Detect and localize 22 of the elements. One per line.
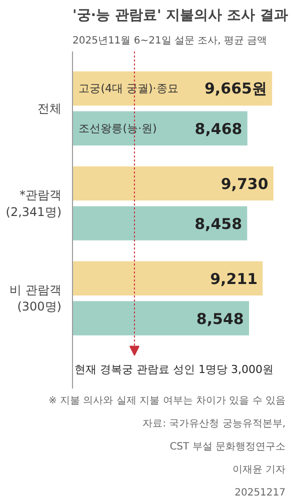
y-tick-label: *관람객 (2,341명) (6, 188, 62, 219)
data-label: 9,730 (220, 174, 268, 193)
legend-label: 현재 경복궁 관람료 성인 1명당 3,000원 (74, 363, 274, 376)
bar (72, 261, 263, 296)
bar (72, 206, 248, 240)
data-label: 9,211 (210, 270, 258, 288)
y-tick-label: 비 관람객 (300명) (10, 282, 62, 314)
data-label: 8,468 (194, 120, 242, 138)
text: 이재윤 기자 (232, 464, 286, 476)
y-tick-label: 전체 (38, 101, 62, 116)
series-label: 조선왕릉(능·원) (78, 122, 157, 135)
bar (72, 301, 250, 336)
bar (72, 166, 274, 201)
chart-title: '궁·능 관람료' 지불의사 조사 결과 (72, 8, 288, 24)
text: 자료: 국가유산청 궁능유적본부, CST 부설 문화행정연구소 (142, 418, 286, 452)
series-label: 고궁(4대 궁궐)·종묘 (78, 82, 178, 96)
data-label: 8,548 (196, 310, 244, 328)
chart-subtitle: 2025년11월 6~21일 설문 조사, 평균 금액 (72, 36, 268, 46)
data-label: 8,458 (194, 214, 242, 233)
data-label: 9,665원 (204, 80, 267, 98)
text: 20251217 (234, 488, 286, 498)
text: ※ 지불 의사와 실제 지불 여부는 차이가 있을 수 있음 (48, 396, 286, 406)
